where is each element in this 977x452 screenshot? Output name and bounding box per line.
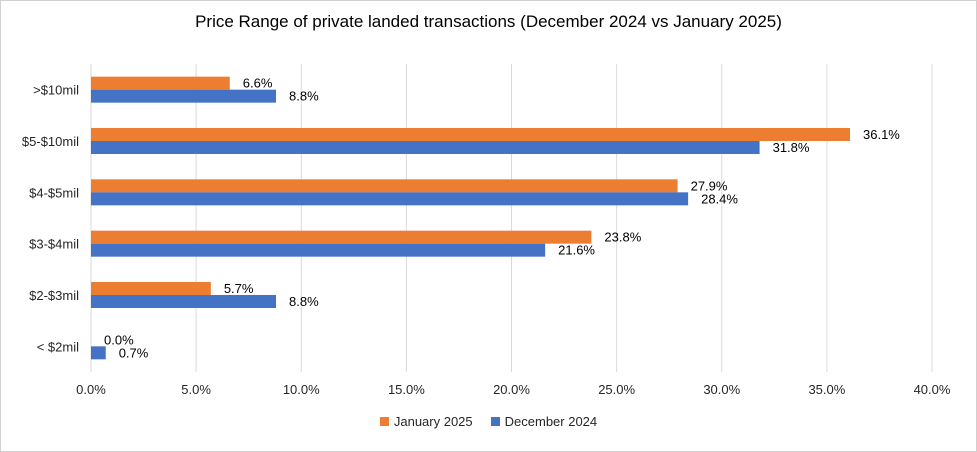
bar-december-2024	[91, 243, 546, 257]
category-label: < $2mil	[37, 339, 79, 354]
data-label: 8.8%	[289, 89, 319, 104]
bar-december-2024	[91, 192, 689, 206]
bar-december-2024	[91, 141, 760, 154]
chart-title: Price Range of private landed transactio…	[195, 12, 782, 31]
legend-label-january-2025: January 2025	[393, 414, 473, 429]
data-label: 6.6%	[243, 76, 273, 91]
legend-item-december-2024: December 2024	[490, 414, 598, 429]
category-label: $3-$4mil	[29, 237, 79, 252]
bar-january-2025	[91, 230, 592, 244]
category-label: $4-$5mil	[29, 185, 79, 200]
bar-january-2025	[91, 128, 851, 141]
x-tick-label: 0.0%	[76, 382, 106, 397]
data-label: 8.8%	[289, 294, 319, 309]
legend-swatch-december-2024	[490, 417, 500, 426]
bar-december-2024	[91, 89, 277, 103]
x-tick-label: 35.0%	[808, 382, 845, 397]
x-tick-label: 15.0%	[388, 382, 425, 397]
x-tick-label: 30.0%	[703, 382, 740, 397]
x-tick-label: 40.0%	[914, 382, 951, 397]
data-label: 5.7%	[224, 281, 254, 296]
bar-december-2024	[91, 346, 106, 360]
data-label: 0.7%	[119, 345, 149, 360]
legend-item-january-2025: January 2025	[379, 414, 473, 429]
data-label: 28.4%	[701, 191, 738, 206]
data-label: 31.8%	[773, 140, 810, 155]
data-label: 23.8%	[604, 230, 641, 245]
category-label: $5-$10mil	[22, 134, 79, 149]
x-tick-label: 25.0%	[598, 382, 635, 397]
data-label: 27.9%	[691, 178, 728, 193]
data-label: 0.0%	[104, 332, 134, 347]
bar-january-2025	[91, 282, 211, 295]
data-label: 36.1%	[863, 127, 900, 142]
bar-january-2025	[91, 76, 230, 90]
legend: January 2025 December 2024	[0, 414, 977, 429]
legend-swatch-january-2025	[379, 417, 389, 426]
bar-january-2025	[91, 179, 678, 193]
x-tick-label: 5.0%	[181, 382, 211, 397]
x-tick-label: 10.0%	[283, 382, 320, 397]
data-label: 21.6%	[558, 243, 595, 258]
bar-december-2024	[91, 295, 277, 308]
category-label: >$10mil	[33, 83, 79, 98]
x-tick-label: 20.0%	[493, 382, 530, 397]
legend-label-december-2024: December 2024	[504, 414, 598, 429]
category-label: $2-$3mil	[29, 288, 79, 303]
